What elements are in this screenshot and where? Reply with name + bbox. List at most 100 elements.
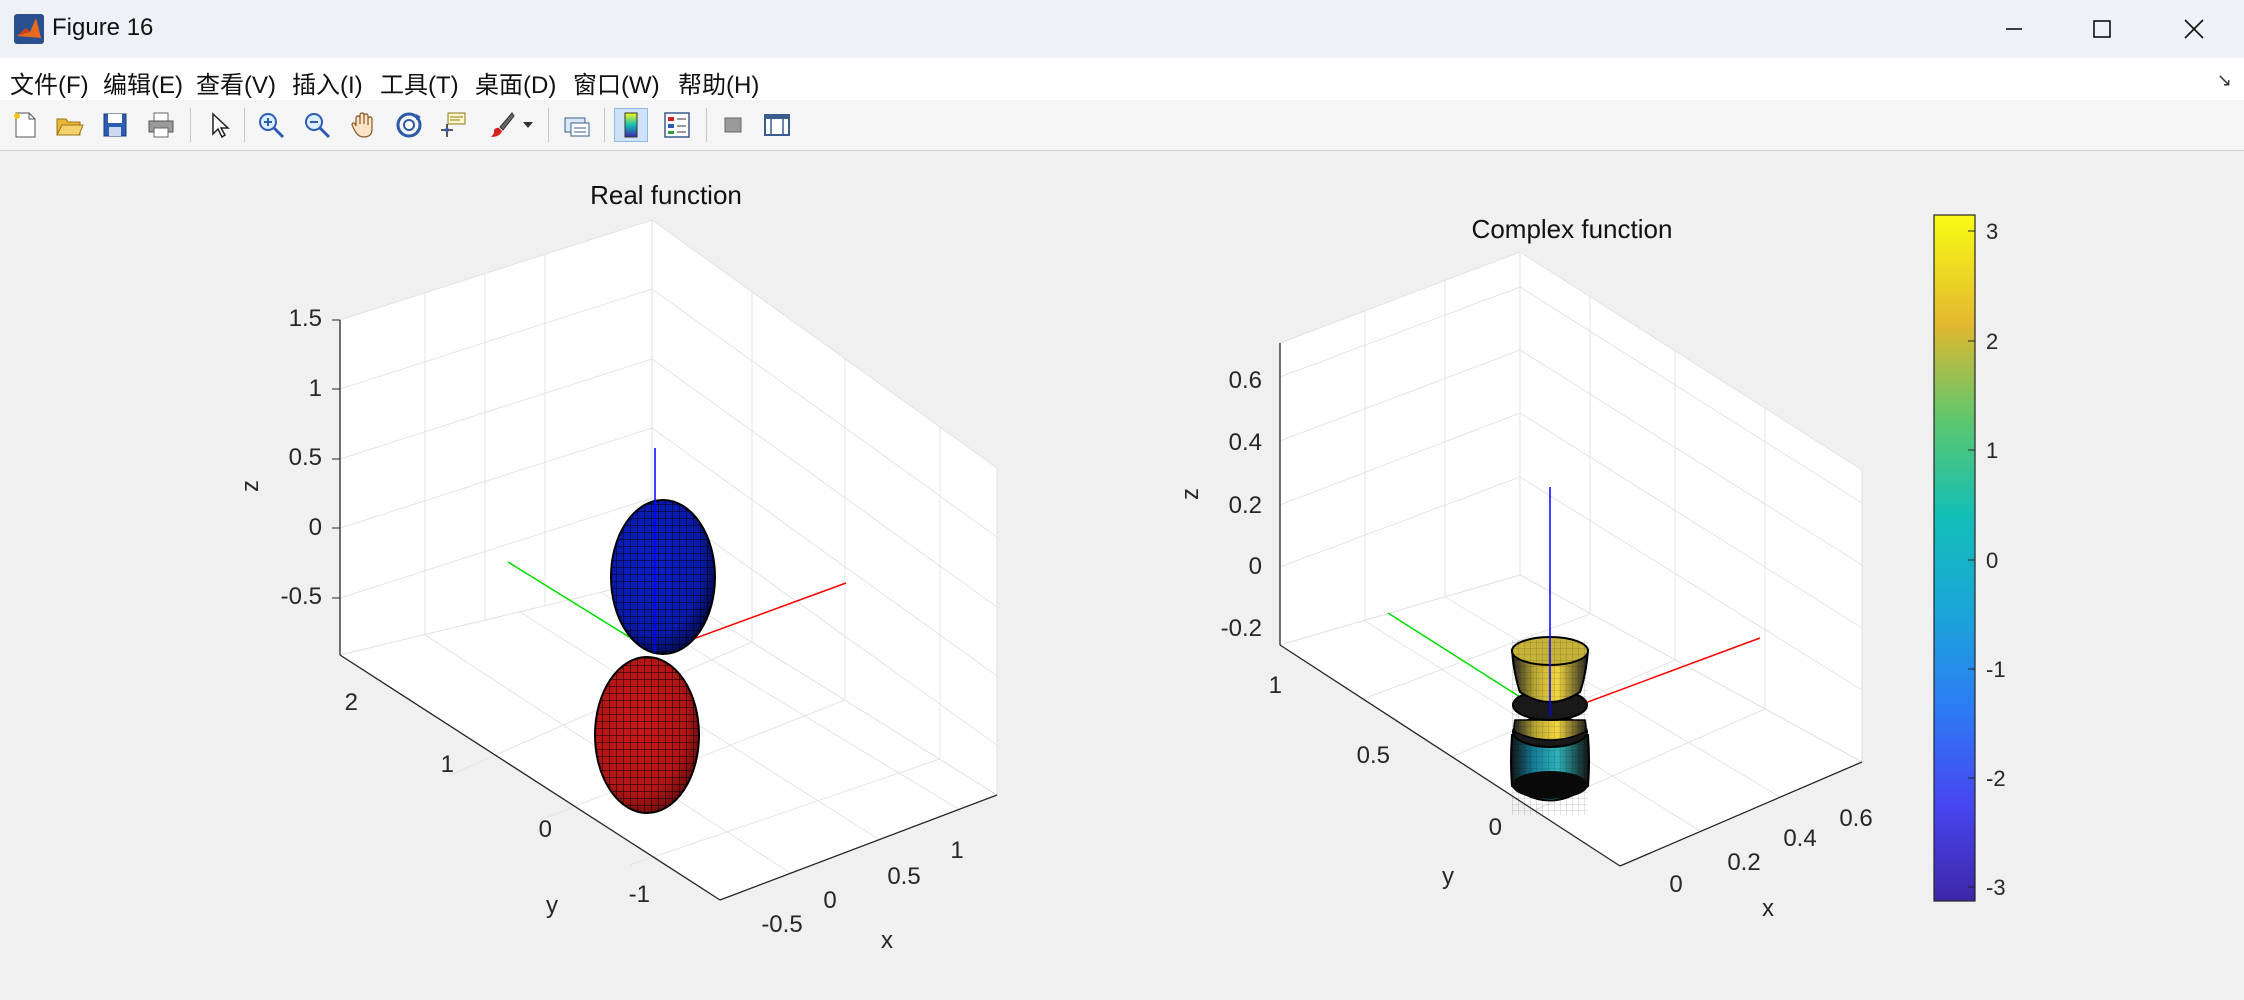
axis-edges — [339, 320, 998, 901]
close-button[interactable] — [2148, 0, 2240, 58]
colorbar-tick-label: -1 — [1986, 657, 2006, 682]
colorbar[interactable]: 3 2 1 0 -1 -2 -3 — [1933, 214, 2006, 902]
link-plot-button[interactable] — [560, 108, 594, 142]
z-tick-label: 0 — [1249, 553, 1262, 580]
print-icon — [148, 112, 174, 138]
minimize-icon — [2006, 28, 2022, 30]
pan-hand-icon — [351, 112, 373, 138]
plot-real-function[interactable]: 1.5 1 0.5 0 -0.5 z 2 1 0 -1 y -0.5 0 0.5… — [237, 180, 999, 954]
toolbar-separator — [604, 108, 605, 142]
grid-lines — [339, 255, 998, 874]
data-cursor-button[interactable] — [436, 108, 470, 142]
colorbar-tick-label: 2 — [1986, 329, 1998, 354]
zoom-in-button[interactable] — [254, 108, 288, 142]
close-icon — [2184, 19, 2204, 39]
menu-edit[interactable]: 编辑(E) — [103, 72, 183, 99]
menu-window[interactable]: 窗口(W) — [573, 72, 660, 99]
z-tick-label: 0.5 — [289, 444, 322, 471]
y-tick-label: -1 — [629, 881, 650, 908]
toolbar-separator — [548, 108, 549, 142]
figure-canvas[interactable]: 1.5 1 0.5 0 -0.5 z 2 1 0 -1 y -0.5 0 0.5… — [0, 151, 2244, 995]
save-button[interactable] — [98, 108, 132, 142]
menu-tools[interactable]: 工具(T) — [380, 72, 459, 99]
brush-dropdown-icon — [523, 122, 533, 128]
menu-insert[interactable]: 插入(I) — [292, 72, 363, 99]
menu-desktop[interactable]: 桌面(D) — [475, 72, 557, 99]
toolbar-separator — [706, 108, 707, 142]
z-tick-label: 1 — [309, 375, 322, 402]
figure-toolbar — [0, 100, 2244, 151]
brush-dropdown-button[interactable] — [518, 108, 538, 142]
z-tick-label: 0.6 — [1229, 367, 1262, 394]
hide-plot-tools-button[interactable] — [716, 108, 750, 142]
x-axis-label: x — [881, 927, 893, 954]
x-tick-label: 0.4 — [1783, 825, 1816, 852]
plot2-title: Complex function — [1472, 214, 1673, 244]
insert-colorbar-button[interactable] — [614, 108, 648, 142]
menu-bar: 文件(F) 编辑(E) 查看(V) 插入(I) 工具(T) 桌面(D) 窗口(W… — [0, 58, 2244, 101]
z-tick-label: 1.5 — [289, 305, 322, 332]
x-tick-label: 0.2 — [1727, 849, 1760, 876]
z-axis-label: z — [237, 480, 264, 492]
insert-colorbar-icon — [624, 112, 638, 138]
open-file-icon — [56, 118, 84, 136]
pan-button[interactable] — [346, 108, 380, 142]
menu-view[interactable]: 查看(V) — [196, 72, 276, 99]
data-cursor-icon — [441, 112, 466, 137]
dock-arrow-icon[interactable]: ↘ — [2216, 70, 2232, 90]
x-tick-label: 0.5 — [887, 863, 920, 890]
y-tick-label: 1 — [1269, 672, 1282, 699]
x-tick-label: 0.6 — [1839, 805, 1872, 832]
maximize-icon — [2093, 20, 2111, 38]
show-plot-tools-button[interactable] — [760, 108, 794, 142]
zoom-out-icon — [305, 113, 331, 139]
window-title: Figure 16 — [52, 14, 154, 41]
z-axis-label: z — [1177, 488, 1204, 500]
open-file-button[interactable] — [52, 108, 86, 142]
insert-legend-button[interactable] — [660, 108, 694, 142]
y-tick-label: 0 — [539, 816, 552, 843]
plot-complex-function[interactable]: 0.6 0.4 0.2 0 -0.2 z 1 0.5 0 y 0 0.2 0.4… — [1177, 214, 1873, 922]
show-plot-tools-icon — [764, 114, 790, 136]
figure-svg: 1.5 1 0.5 0 -0.5 z 2 1 0 -1 y -0.5 0 0.5… — [237, 180, 2006, 954]
menu-help[interactable]: 帮助(H) — [678, 72, 760, 99]
window-titlebar: Figure 16 — [0, 0, 2244, 59]
z-tick-label: 0.4 — [1229, 429, 1262, 456]
colorbar-tick-label: 3 — [1986, 219, 1998, 244]
x-tick-label: -0.5 — [761, 911, 802, 938]
z-tick-marks — [332, 319, 340, 599]
axis-edges — [1279, 343, 1863, 867]
y-tick-label: 0 — [1489, 814, 1502, 841]
brush-icon — [491, 112, 515, 137]
y-tick-label: 1 — [441, 751, 454, 778]
toolbar-separator — [190, 108, 191, 142]
plot1-title: Real function — [590, 180, 742, 210]
rotate-3d-button[interactable] — [392, 108, 426, 142]
edit-plot-arrow-icon — [212, 112, 230, 139]
y-tick-label: 0.5 — [1357, 742, 1390, 769]
z-tick-label: 0.2 — [1229, 492, 1262, 519]
y-axis-label: y — [546, 892, 558, 919]
zoom-out-button[interactable] — [300, 108, 334, 142]
x-tick-label: 1 — [950, 837, 963, 864]
y-axis-label: y — [1442, 863, 1454, 890]
toolbar-separator — [244, 108, 245, 142]
colorbar-gradient — [1933, 214, 1976, 902]
colorbar-tick-label: 0 — [1986, 548, 1998, 573]
z-tick-label: -0.2 — [1221, 615, 1262, 642]
z-tick-label: -0.5 — [281, 583, 322, 610]
y-tick-label: 2 — [345, 689, 358, 716]
colorbar-tick-label: -2 — [1986, 766, 2006, 791]
edit-plot-button[interactable] — [202, 108, 236, 142]
insert-legend-icon — [664, 112, 690, 138]
save-icon — [103, 113, 127, 137]
menu-file[interactable]: 文件(F) — [10, 72, 89, 99]
matlab-logo-icon — [14, 14, 44, 44]
minimize-button[interactable] — [1968, 0, 2060, 58]
new-figure-button[interactable] — [8, 108, 42, 142]
link-plot-icon — [564, 117, 590, 137]
print-button[interactable] — [144, 108, 178, 142]
x-tick-label: 0 — [823, 887, 836, 914]
brush-button[interactable] — [484, 108, 518, 142]
maximize-button[interactable] — [2056, 0, 2148, 58]
